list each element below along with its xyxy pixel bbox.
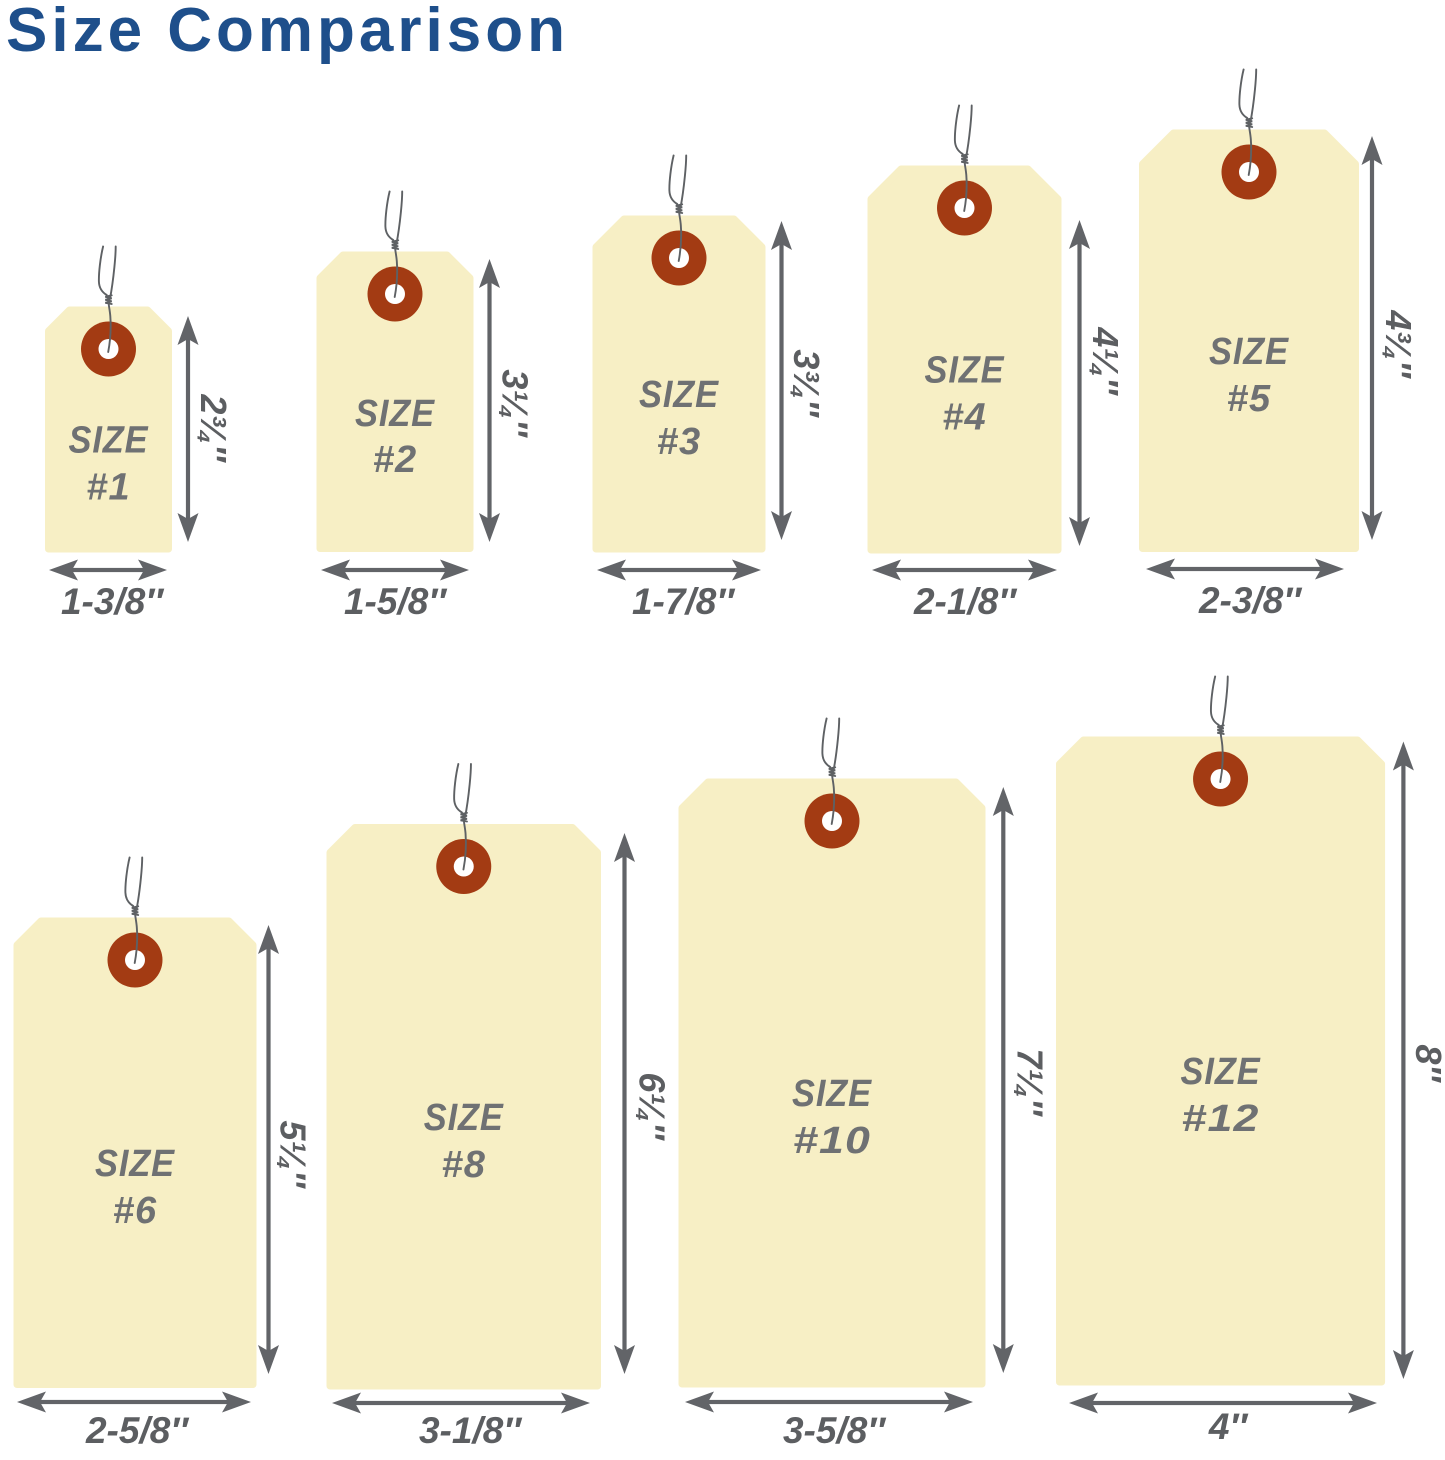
svg-text:SIZE: SIZE: [792, 1073, 873, 1115]
svg-text:6¼″: 6¼″: [632, 1072, 673, 1141]
svg-text:2-5/8″: 2-5/8″: [85, 1410, 190, 1451]
svg-text:#5: #5: [1227, 378, 1271, 420]
svg-text:1-3/8″: 1-3/8″: [61, 581, 165, 622]
svg-text:2-3/8″: 2-3/8″: [1198, 580, 1303, 621]
svg-text:#10: #10: [793, 1120, 871, 1162]
svg-text:#1: #1: [86, 467, 130, 509]
svg-text:#6: #6: [113, 1190, 157, 1232]
svg-text:SIZE: SIZE: [1209, 331, 1290, 373]
svg-text:#3: #3: [657, 421, 701, 463]
svg-text:2¾″: 2¾″: [193, 393, 234, 463]
svg-text:3¾″: 3¾″: [786, 349, 827, 418]
svg-text:#12: #12: [1182, 1098, 1260, 1140]
svg-text:5¼″: 5¼″: [273, 1120, 314, 1189]
svg-text:SIZE: SIZE: [925, 350, 1006, 392]
svg-text:SIZE: SIZE: [69, 420, 150, 462]
svg-text:8″: 8″: [1408, 1044, 1445, 1083]
svg-text:SIZE: SIZE: [1181, 1051, 1262, 1093]
svg-text:#8: #8: [442, 1144, 486, 1186]
svg-text:3¼″: 3¼″: [495, 369, 536, 438]
svg-text:4¼″: 4¼″: [1085, 326, 1126, 396]
svg-text:1-5/8″: 1-5/8″: [344, 581, 448, 622]
svg-text:3-1/8″: 3-1/8″: [419, 1410, 523, 1451]
svg-text:SIZE: SIZE: [95, 1143, 176, 1185]
svg-text:7¼″: 7¼″: [1010, 1048, 1051, 1117]
svg-text:1-7/8″: 1-7/8″: [632, 581, 736, 622]
svg-text:SIZE: SIZE: [639, 374, 720, 416]
svg-text:2-1/8″: 2-1/8″: [913, 581, 1018, 622]
svg-text:SIZE: SIZE: [355, 393, 436, 435]
svg-text:#2: #2: [373, 439, 417, 481]
svg-text:#4: #4: [942, 397, 986, 439]
svg-text:Size Comparison: Size Comparison: [6, 0, 569, 65]
svg-text:4″: 4″: [1208, 1406, 1250, 1447]
svg-text:4¾″: 4¾″: [1378, 309, 1419, 379]
svg-text:SIZE: SIZE: [424, 1097, 505, 1139]
svg-text:3-5/8″: 3-5/8″: [783, 1410, 887, 1451]
